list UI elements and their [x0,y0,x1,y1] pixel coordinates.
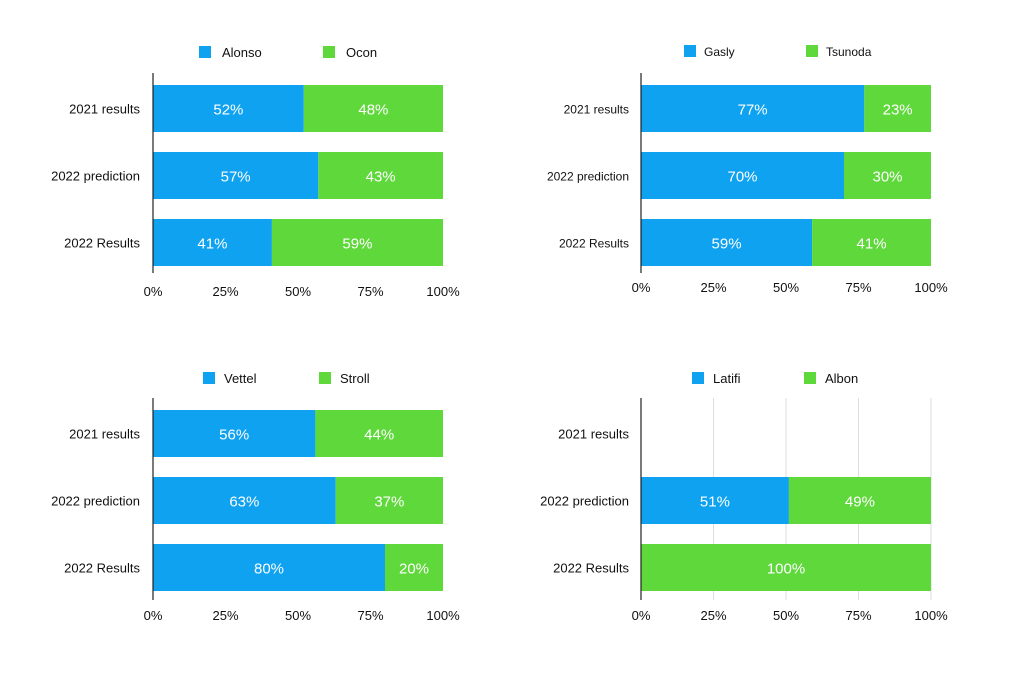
legend-swatch-gasly [684,45,696,57]
x-tick-label: 75% [845,608,871,623]
x-tick-label: 50% [285,284,311,299]
bar-value-label: 30% [872,169,902,186]
bar-ocon [303,85,443,132]
bar-ocon [271,219,443,266]
category-label: 2022 Results [64,561,140,576]
legend-label-ocon: Ocon [346,45,377,60]
chart-2: Gasly Tsunoda 2021 results 2022 prediction 2… [547,45,948,295]
x-tick-label: 50% [285,608,311,623]
legend-label-tsunoda: Tsunoda [826,45,872,59]
bar-tsunoda [864,85,931,132]
x-tick-label: 25% [212,284,238,299]
bar-value-label: 49% [845,494,875,511]
bar-value-label: 23% [883,102,913,119]
category-label: 2021 results [564,103,629,117]
category-label: 2022 Results [553,561,629,576]
bar-value-label: 59% [712,236,742,253]
bar-value-label: 63% [229,494,259,511]
bar-value-label: 51% [700,494,730,511]
legend-label-gasly: Gasly [704,45,735,59]
bar-value-label: 100% [767,561,805,578]
bar-value-label: 52% [213,102,243,119]
bar-vettel [153,410,316,457]
x-tick-label: 75% [845,280,871,295]
bar-vettel [153,477,336,524]
bar-tsunoda [844,152,931,199]
legend-swatch-latifi [692,372,704,384]
x-tick-label: 100% [914,280,948,295]
x-tick-label: 50% [773,280,799,295]
legend-swatch-vettel [203,372,215,384]
x-tick-label: 25% [212,608,238,623]
legend-swatch-stroll [319,372,331,384]
bar-value-label: 44% [364,427,394,444]
legend-swatch-alonso [199,46,211,58]
x-tick-label: 0% [144,608,163,623]
bar-value-label: 41% [857,236,887,253]
legend-swatch-tsunoda [806,45,818,57]
bar-value-label: 80% [254,561,284,578]
bar-value-label: 70% [727,169,757,186]
bar-value-label: 48% [358,102,388,119]
bar-albon [788,477,931,524]
category-label: 2021 results [69,427,140,442]
chart-4: Latifi Albon 2021 results 2022 prediction 20… [540,371,948,623]
bar-alonso [153,85,304,132]
category-label: 2022 Results [559,237,629,251]
bar-stroll [335,477,443,524]
x-tick-label: 0% [632,280,651,295]
bar-gasly [641,85,865,132]
bar-alonso [153,152,319,199]
bar-value-label: 37% [374,494,404,511]
bar-value-label: 77% [738,102,768,119]
bar-value-label: 57% [221,169,251,186]
x-tick-label: 75% [357,608,383,623]
bar-value-label: 43% [366,169,396,186]
x-tick-label: 25% [700,280,726,295]
category-label: 2022 prediction [540,494,629,509]
category-label: 2022 prediction [51,169,140,184]
legend-label-vettel: Vettel [224,371,257,386]
bar-value-label: 20% [399,561,429,578]
legend-label-latifi: Latifi [713,371,741,386]
bar-latifi [641,477,789,524]
legend-label-alonso: Alonso [222,45,262,60]
legend-label-albon: Albon [825,371,858,386]
category-label: 2021 results [69,102,140,117]
x-tick-label: 25% [700,608,726,623]
bar-gasly [641,152,844,199]
category-label: 2022 prediction [51,494,140,509]
category-label: 2021 results [558,427,629,442]
bar-vettel [153,544,385,591]
legend-swatch-ocon [323,46,335,58]
chart-3: Vettel Stroll 2021 results 2022 prediction 2… [51,371,460,623]
bar-ocon [318,152,443,199]
x-tick-label: 50% [773,608,799,623]
bar-albon [641,544,931,591]
bar-value-label: 41% [197,236,227,253]
category-label: 2022 Results [64,236,140,251]
x-tick-label: 0% [144,284,163,299]
x-tick-label: 75% [357,284,383,299]
bar-value-label: 56% [219,427,249,444]
x-tick-label: 0% [632,608,651,623]
bar-value-label: 59% [342,236,372,253]
bar-tsunoda [812,219,931,266]
bar-alonso [153,219,272,266]
chart-1: Alonso Ocon 2021 results 2022 prediction 202… [51,45,460,299]
bar-stroll [315,410,443,457]
legend-swatch-albon [804,372,816,384]
x-tick-label: 100% [426,608,460,623]
bar-stroll [385,544,443,591]
category-label: 2022 prediction [547,170,629,184]
legend-label-stroll: Stroll [340,371,370,386]
bar-gasly [641,219,813,266]
x-tick-label: 100% [914,608,948,623]
x-tick-label: 100% [426,284,460,299]
